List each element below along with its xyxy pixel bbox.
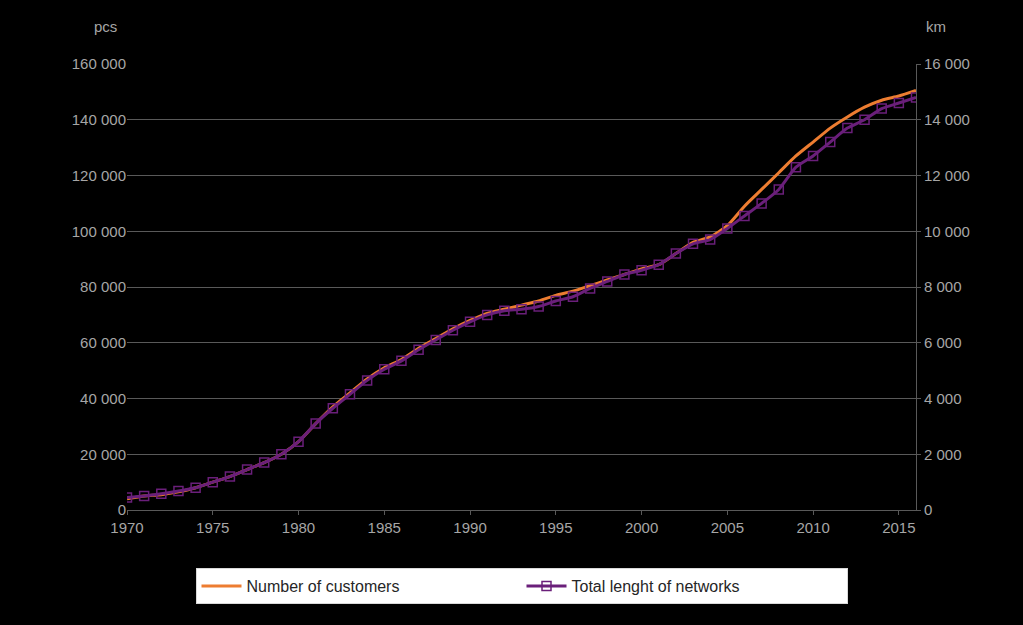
svg-text:Total lenght of networks: Total lenght of networks	[572, 578, 740, 595]
svg-text:20 000: 20 000	[80, 446, 126, 463]
svg-text:8 000: 8 000	[924, 278, 962, 295]
svg-text:Number of customers: Number of customers	[247, 578, 400, 595]
svg-text:6 000: 6 000	[924, 334, 962, 351]
svg-text:2005: 2005	[711, 519, 744, 536]
svg-text:1970: 1970	[110, 519, 143, 536]
svg-text:pcs: pcs	[94, 18, 117, 35]
svg-text:1995: 1995	[539, 519, 572, 536]
svg-text:2 000: 2 000	[924, 446, 962, 463]
svg-text:2015: 2015	[882, 519, 915, 536]
svg-text:140 000: 140 000	[72, 111, 126, 128]
svg-text:60 000: 60 000	[80, 334, 126, 351]
svg-text:12 000: 12 000	[924, 167, 970, 184]
svg-text:1975: 1975	[196, 519, 229, 536]
svg-text:100 000: 100 000	[72, 223, 126, 240]
svg-text:0: 0	[924, 501, 932, 518]
svg-text:16 000: 16 000	[924, 55, 970, 72]
svg-text:km: km	[926, 18, 946, 35]
svg-text:80 000: 80 000	[80, 278, 126, 295]
svg-text:1990: 1990	[453, 519, 486, 536]
svg-text:1980: 1980	[282, 519, 315, 536]
svg-text:160 000: 160 000	[72, 55, 126, 72]
svg-text:2010: 2010	[796, 519, 829, 536]
svg-text:14 000: 14 000	[924, 111, 970, 128]
svg-text:40 000: 40 000	[80, 390, 126, 407]
svg-text:4 000: 4 000	[924, 390, 962, 407]
svg-text:2000: 2000	[625, 519, 658, 536]
svg-text:10 000: 10 000	[924, 223, 970, 240]
svg-text:1985: 1985	[368, 519, 401, 536]
svg-text:120 000: 120 000	[72, 167, 126, 184]
svg-text:0: 0	[118, 501, 126, 518]
